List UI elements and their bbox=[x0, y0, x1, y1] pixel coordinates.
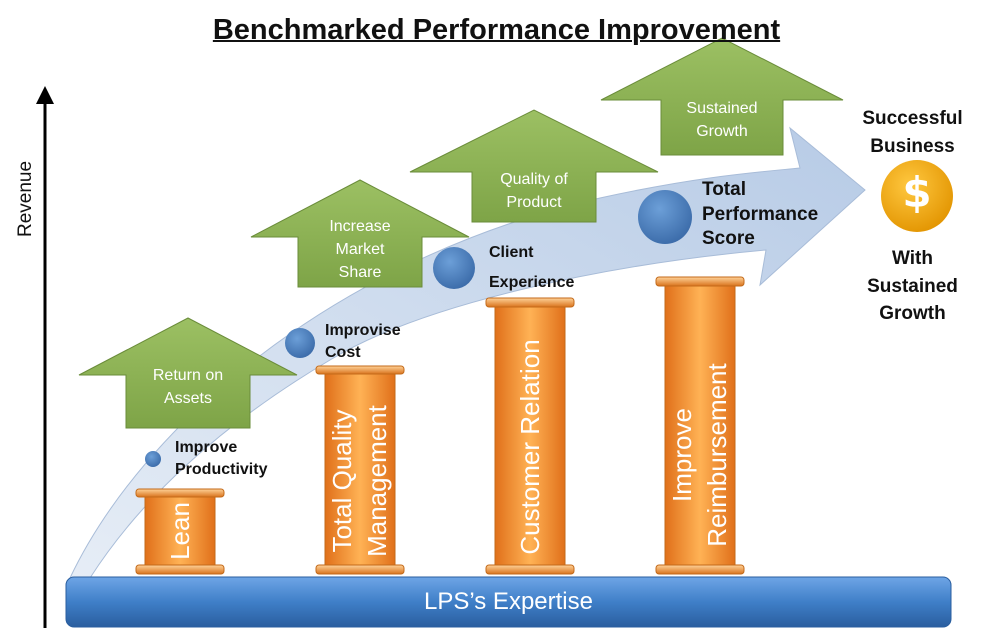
page-title: Benchmarked Performance Improvement bbox=[212, 14, 781, 46]
milestone-dot-cost bbox=[285, 328, 315, 358]
pillar-improve-reimbursement bbox=[655, 276, 745, 575]
milestone-label-productivity: Improve Productivity bbox=[175, 439, 268, 478]
y-axis-label: Revenue bbox=[15, 160, 36, 238]
pillar-total-quality-management bbox=[315, 365, 405, 575]
arrow-label-increase-market-share: Increase Market Share bbox=[329, 218, 391, 282]
milestone-dot-productivity bbox=[145, 451, 161, 467]
milestone-label-performance-score: Total Performance Score bbox=[702, 179, 819, 250]
dollar-glyph: $ bbox=[902, 168, 932, 217]
pillar-customer-relation bbox=[485, 297, 575, 575]
base-label: LPS’s Expertise bbox=[424, 588, 593, 615]
pillar-lean bbox=[135, 488, 225, 575]
up-arrow-increase-market-share bbox=[250, 179, 470, 288]
dollar-icon bbox=[881, 160, 953, 232]
arrow-label-return-on-assets: Return on Assets bbox=[152, 367, 224, 408]
pillar-label-improve-reimbursement: Improve Reimbursement bbox=[667, 363, 733, 547]
pillar-label-total-quality-management: Total Quality Management bbox=[327, 405, 393, 557]
milestone-dot-performance-score bbox=[638, 190, 692, 244]
up-arrow-return-on-assets bbox=[78, 317, 298, 429]
up-arrow-quality-of-product bbox=[409, 109, 659, 223]
y-axis-arrowhead bbox=[36, 86, 54, 104]
milestone-label-cost: Improvise Cost bbox=[325, 322, 401, 361]
outcome-title: Successful Business bbox=[862, 108, 963, 157]
pillar-label-customer-relation: Customer Relation bbox=[515, 339, 545, 555]
arrow-label-sustained-growth: Sustained Growth bbox=[686, 100, 758, 141]
arrow-label-quality-of-product: Quality of Product bbox=[500, 171, 568, 212]
outcome-subtitle: With Sustained Growth bbox=[867, 248, 958, 325]
up-arrow-sustained-growth bbox=[600, 37, 844, 156]
milestone-dot-client-experience bbox=[433, 247, 475, 289]
milestone-label-client-experience: Client Experience bbox=[489, 244, 575, 291]
base-bar bbox=[65, 576, 952, 628]
